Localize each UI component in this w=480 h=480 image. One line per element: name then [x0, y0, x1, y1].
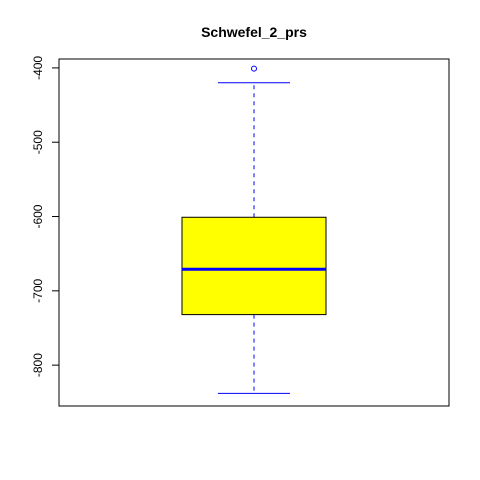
y-tick-label: -500	[31, 130, 45, 154]
y-tick-label: -700	[31, 279, 45, 303]
outlier-point	[251, 65, 257, 72]
iqr-box	[181, 216, 327, 316]
y-axis: -400 -500 -600 -700 -800	[31, 56, 60, 377]
y-tick-label: -600	[31, 204, 45, 228]
chart-title: Schwefel_2_prs	[201, 24, 307, 40]
y-tick-label: -800	[31, 353, 45, 377]
y-tick-label: -400	[31, 56, 45, 80]
box-group	[181, 65, 327, 394]
